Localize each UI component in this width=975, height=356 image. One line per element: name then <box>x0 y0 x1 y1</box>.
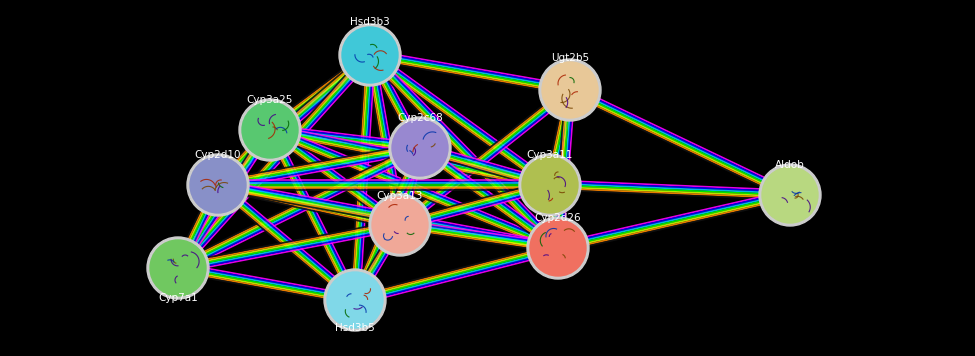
Circle shape <box>389 117 451 179</box>
Text: Cyp2c68: Cyp2c68 <box>397 113 443 123</box>
Circle shape <box>147 237 209 299</box>
Circle shape <box>522 157 578 213</box>
Text: Aldob: Aldob <box>775 160 805 170</box>
Circle shape <box>530 220 586 276</box>
Circle shape <box>519 154 581 216</box>
Text: Ugt2b5: Ugt2b5 <box>551 53 589 63</box>
Circle shape <box>542 62 598 118</box>
Circle shape <box>150 240 206 296</box>
Circle shape <box>342 27 398 83</box>
Circle shape <box>187 154 249 216</box>
Circle shape <box>190 157 246 213</box>
Text: Cyp3a13: Cyp3a13 <box>376 191 423 201</box>
Text: Cyp2d26: Cyp2d26 <box>534 213 581 223</box>
Text: Cyp7a1: Cyp7a1 <box>158 293 198 303</box>
Circle shape <box>324 269 386 331</box>
Text: Hsd3b5: Hsd3b5 <box>335 323 374 333</box>
Circle shape <box>759 164 821 226</box>
Text: Cyp3a25: Cyp3a25 <box>247 95 293 105</box>
Text: Hsd3b3: Hsd3b3 <box>350 17 390 27</box>
Circle shape <box>392 120 448 176</box>
Circle shape <box>527 217 589 279</box>
Circle shape <box>762 167 818 223</box>
Circle shape <box>339 24 401 86</box>
Circle shape <box>539 59 601 121</box>
Circle shape <box>242 102 298 158</box>
Text: Cyp2d10: Cyp2d10 <box>195 150 241 160</box>
Text: Cyp3a11: Cyp3a11 <box>526 150 573 160</box>
Circle shape <box>372 197 428 253</box>
Circle shape <box>327 272 383 328</box>
Circle shape <box>369 194 431 256</box>
Circle shape <box>239 99 301 161</box>
